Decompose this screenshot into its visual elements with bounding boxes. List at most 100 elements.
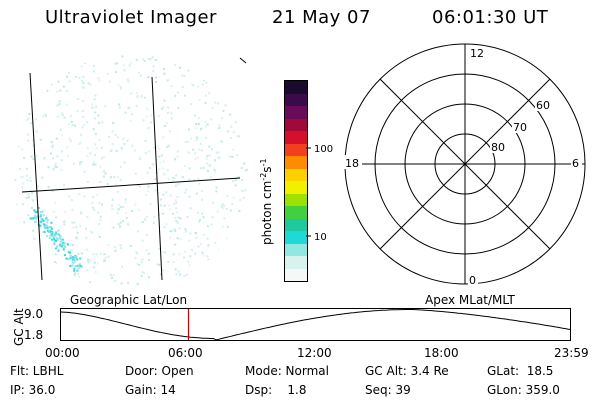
uv-speckle <box>189 67 192 70</box>
uv-speckle <box>191 57 194 60</box>
uv-speckle <box>18 257 21 260</box>
uv-speckle <box>238 101 241 104</box>
uv-speckle <box>32 139 35 142</box>
uv-speckle <box>165 191 168 194</box>
uv-speckle-bright <box>43 231 46 233</box>
uv-speckle <box>195 127 198 130</box>
uv-speckle <box>175 174 178 177</box>
uv-speckle <box>139 74 142 77</box>
grid-longitude-line-1 <box>29 72 43 281</box>
uv-speckle <box>237 263 240 266</box>
uv-speckle <box>118 103 121 106</box>
uv-speckle <box>178 253 181 256</box>
uv-speckle <box>197 122 200 125</box>
uv-speckle <box>41 231 44 234</box>
uv-speckle <box>78 275 81 278</box>
uv-speckle <box>174 64 177 67</box>
uv-speckle <box>27 238 30 241</box>
uv-speckle <box>242 116 245 119</box>
uv-speckle <box>149 202 152 205</box>
uv-speckle <box>110 276 113 279</box>
uv-speckle-bright <box>39 213 42 216</box>
uv-speckle <box>164 251 167 254</box>
uv-speckle <box>103 170 106 173</box>
uv-speckle <box>57 80 60 83</box>
uv-speckle <box>104 105 107 108</box>
uv-speckle <box>219 267 222 270</box>
uv-speckle <box>154 178 157 181</box>
uv-speckle <box>199 142 202 145</box>
uv-speckle <box>95 147 98 150</box>
uv-speckle <box>21 70 24 73</box>
uv-speckle <box>185 230 188 233</box>
uv-speckle <box>12 193 15 196</box>
uv-speckle <box>101 203 104 206</box>
uv-speckle <box>153 146 156 149</box>
uv-speckle <box>214 170 217 173</box>
uv-speckle <box>41 176 44 179</box>
uv-speckle <box>232 131 235 134</box>
color-bar-band <box>285 106 307 119</box>
uv-speckle <box>206 255 209 258</box>
uv-speckle <box>51 145 54 148</box>
uv-speckle <box>119 165 122 168</box>
uv-speckle <box>82 76 85 78</box>
uv-speckle <box>31 245 33 248</box>
uv-speckle <box>186 140 189 143</box>
uv-speckle <box>172 177 175 179</box>
uv-speckle <box>61 114 64 117</box>
uv-speckle-bright <box>40 217 43 220</box>
uv-speckle <box>54 261 56 264</box>
uv-speckle <box>117 136 119 139</box>
uv-speckle <box>52 168 55 171</box>
uv-speckle <box>225 208 228 210</box>
uv-speckle <box>117 223 120 226</box>
uv-speckle <box>190 103 193 105</box>
uv-speckle <box>86 216 89 219</box>
uv-speckle <box>163 67 166 70</box>
uv-speckle <box>119 86 122 89</box>
uv-speckle-bright <box>72 256 74 259</box>
uv-speckle <box>211 107 214 110</box>
uv-speckle <box>162 105 165 108</box>
uv-speckle <box>72 244 74 247</box>
uv-speckle <box>135 251 138 254</box>
uv-speckle <box>171 179 174 182</box>
uv-speckle-bright <box>69 254 72 257</box>
uv-speckle <box>47 185 50 188</box>
uv-speckle <box>28 241 31 244</box>
uv-speckle <box>249 81 250 83</box>
uv-speckle <box>22 234 24 237</box>
uv-speckle-bright <box>59 236 62 239</box>
uv-speckle <box>237 226 240 229</box>
grid-line-fragment <box>239 57 247 64</box>
uv-speckle <box>207 258 210 261</box>
uv-speckle <box>14 55 17 58</box>
uv-speckle <box>206 225 209 228</box>
uv-speckle <box>97 77 100 80</box>
uv-speckle <box>184 250 187 253</box>
uv-speckle <box>144 152 147 155</box>
uv-speckle <box>189 232 192 235</box>
uv-speckle <box>210 280 212 283</box>
mlt-label-18: 18 <box>345 157 359 170</box>
uv-speckle <box>113 176 116 179</box>
uv-speckle <box>133 149 136 152</box>
uv-speckle <box>239 199 242 202</box>
uv-speckle <box>31 229 34 232</box>
uv-speckle <box>163 204 166 207</box>
uv-speckle <box>76 110 79 113</box>
uv-speckle <box>177 91 179 94</box>
uv-speckle <box>232 148 235 151</box>
uv-speckle <box>98 222 101 225</box>
uv-speckle <box>170 117 173 120</box>
uv-speckle <box>221 85 224 88</box>
uv-speckle <box>86 258 89 261</box>
uv-speckle <box>62 184 65 187</box>
uv-speckle <box>15 203 18 206</box>
uv-speckle <box>2 74 4 76</box>
uv-speckle <box>220 93 223 96</box>
uv-speckle <box>95 253 98 256</box>
uv-speckle <box>60 159 63 162</box>
uv-speckle-bright <box>57 229 60 232</box>
